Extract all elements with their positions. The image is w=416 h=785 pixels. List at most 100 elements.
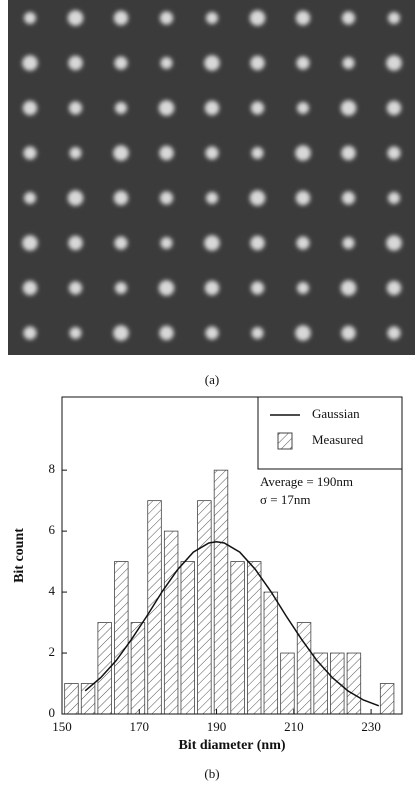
- dot: [68, 281, 83, 295]
- dot: [206, 12, 218, 24]
- dot: [24, 12, 36, 24]
- dot: [160, 237, 173, 249]
- bar: [230, 561, 245, 715]
- bar: [330, 652, 345, 715]
- dot: [386, 100, 402, 116]
- dot: [340, 280, 357, 296]
- y-tick-label: 0: [49, 705, 56, 720]
- dot: [68, 101, 83, 115]
- bar: [147, 500, 162, 715]
- bar: [197, 500, 212, 715]
- dot: [113, 190, 129, 206]
- x-tick-label: 150: [52, 719, 72, 734]
- dot: [297, 282, 309, 294]
- annotation: σ = 17nm: [260, 492, 310, 507]
- y-tick-label: 8: [49, 461, 56, 476]
- dot: [204, 280, 220, 296]
- dot: [295, 325, 311, 341]
- dot: [388, 12, 400, 24]
- bar: [379, 683, 395, 715]
- dot: [341, 11, 356, 25]
- bar: [313, 652, 328, 715]
- dot: [387, 146, 401, 160]
- dot: [159, 11, 174, 25]
- dot: [249, 10, 266, 26]
- x-tick-label: 210: [284, 719, 304, 734]
- dot: [295, 10, 311, 26]
- dot-array: [22, 10, 402, 341]
- dot: [342, 237, 355, 249]
- dot: [295, 190, 311, 206]
- dot: [68, 55, 83, 71]
- dot: [249, 190, 266, 206]
- dot: [341, 145, 356, 161]
- legend-swatch: [277, 432, 293, 450]
- dot: [204, 235, 220, 251]
- dot: [295, 145, 311, 161]
- bar: [114, 561, 129, 715]
- legend-label: Measured: [312, 432, 364, 447]
- bar: [213, 469, 229, 715]
- dot: [159, 145, 174, 161]
- plot-frame: [61, 396, 403, 715]
- dot: [206, 192, 218, 204]
- dot: [23, 146, 37, 160]
- dot: [251, 147, 264, 159]
- dot: [204, 100, 220, 116]
- dot: [204, 55, 220, 71]
- dot: [250, 235, 265, 251]
- dot: [205, 326, 219, 340]
- dot: [386, 235, 402, 251]
- dot: [297, 102, 309, 114]
- histogram-chart: 150 170 190 210 230 0 2 4 6 8 Bit diameter (nm) Bit…: [12, 396, 403, 781]
- dot: [251, 327, 264, 339]
- micrograph: [8, 0, 415, 355]
- dot: [22, 100, 38, 116]
- dot: [22, 55, 38, 71]
- dot: [158, 100, 175, 116]
- dot: [113, 145, 129, 161]
- bar: [247, 561, 262, 715]
- dot: [23, 326, 37, 340]
- dot: [205, 146, 219, 160]
- dot: [158, 280, 175, 296]
- dot: [296, 236, 310, 250]
- x-tick-label: 170: [130, 719, 150, 734]
- panel-caption: (a): [205, 372, 219, 387]
- dot: [250, 55, 265, 71]
- dot: [386, 280, 402, 296]
- dot: [115, 282, 127, 294]
- figure-caption: (b): [204, 766, 219, 781]
- dot: [67, 190, 84, 206]
- y-tick-label: 6: [49, 522, 56, 537]
- dot: [114, 56, 128, 70]
- annotation: Average = 190nm: [260, 474, 353, 489]
- x-axis-label: Bit diameter (nm): [178, 738, 285, 753]
- legend-label: Gaussian: [312, 406, 360, 421]
- dot: [341, 191, 356, 205]
- dot: [67, 10, 84, 26]
- dot: [113, 10, 129, 26]
- bar: [163, 530, 179, 715]
- dot: [296, 56, 310, 70]
- dot: [113, 325, 129, 341]
- dot: [115, 102, 127, 114]
- dot: [342, 57, 355, 69]
- dot: [250, 101, 265, 115]
- bar: [280, 652, 295, 715]
- dot: [22, 280, 38, 296]
- y-tick-label: 2: [49, 644, 56, 659]
- dot: [24, 192, 36, 204]
- dot: [159, 325, 174, 341]
- dot: [159, 191, 174, 205]
- bar: [263, 591, 279, 715]
- dot: [114, 236, 128, 250]
- dot: [22, 235, 38, 251]
- dot: [340, 100, 357, 116]
- dot: [341, 325, 356, 341]
- dot: [388, 192, 400, 204]
- dot: [387, 326, 401, 340]
- bar: [346, 652, 362, 715]
- dot: [69, 327, 82, 339]
